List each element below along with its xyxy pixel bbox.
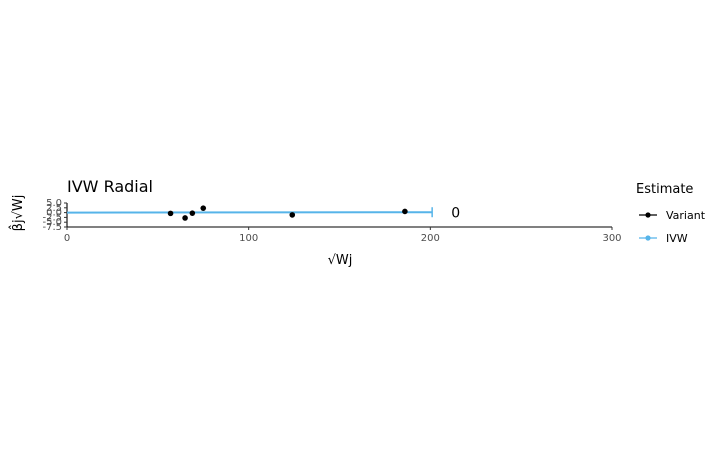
legend-title: Estimate [636, 182, 693, 197]
variant-point [289, 212, 296, 218]
legend-key-variant-point [645, 212, 651, 218]
variant-point [189, 210, 196, 216]
y-tick-label: 0.0 [46, 208, 62, 219]
y-tick-label: 2.5 [46, 203, 62, 214]
variant-point [182, 215, 188, 221]
ivw-annotation-label: 0 [451, 206, 460, 222]
chart-title: IVW Radial [67, 177, 153, 196]
y-tick-label: -7.5 [42, 222, 62, 233]
y-tick-label: -5.0 [42, 217, 62, 228]
y-tick-label: -2.5 [42, 212, 62, 223]
x-tick-label: 100 [239, 233, 258, 244]
plot-panel: 0 100 200 300 -7.5-5.0-2.50.02.55.0 0 [42, 198, 621, 244]
legend-key-ivw-point [645, 235, 651, 241]
x-tick-label: 300 [602, 233, 621, 244]
x-tick-label: 0 [64, 233, 70, 244]
legend-label-variant: Variant [666, 209, 706, 222]
x-tick-label: 200 [421, 233, 440, 244]
variant-point [167, 210, 174, 217]
variant-point [402, 208, 408, 215]
legend: Estimate Variant IVW [636, 182, 706, 245]
x-axis-title-text: √Wj [328, 253, 353, 268]
x-axis-title: √Wj [328, 253, 353, 268]
legend-label-ivw: IVW [666, 232, 688, 245]
y-tick-label: 5.0 [46, 198, 62, 209]
y-axis-title: β̂j√Wj [9, 195, 26, 232]
variant-point [200, 205, 207, 211]
